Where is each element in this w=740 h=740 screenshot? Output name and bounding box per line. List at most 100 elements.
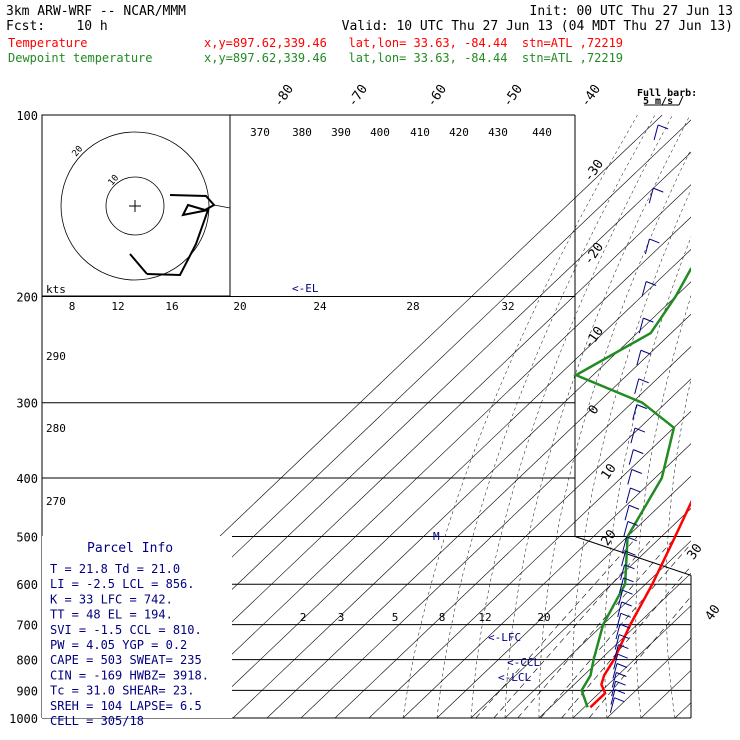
wind-barb-flag (653, 187, 664, 193)
wind-barb-flag (617, 653, 628, 659)
dry-adiabat (724, 115, 740, 718)
dry-adiabat (695, 115, 740, 718)
theta-label: 370 (250, 126, 270, 139)
parcel-info-title: Parcel Info (87, 541, 173, 556)
parcel-info-panel: Parcel Info T = 21.8 Td = 21.0LI = -2.5 … (42, 536, 232, 728)
temperature-profile (589, 499, 691, 709)
mixing-ratio-label: 20 (537, 611, 550, 624)
isotherm-line (572, 605, 691, 718)
wind-barb (632, 404, 638, 420)
wind-barb (609, 697, 615, 713)
wind-barb-flag (620, 612, 631, 618)
hodograph-inset: 10 20 kts (41, 114, 231, 297)
pressure-tick-label: 400 (16, 472, 38, 486)
wind-barb (611, 681, 617, 697)
pressure-tick-label: 100 (16, 109, 38, 123)
mixing-ratio-line (493, 536, 655, 718)
dry-adiabat (572, 188, 691, 718)
wind-barb-flag (643, 317, 654, 323)
dry-adiabat (436, 115, 656, 718)
dry-adiabat (504, 115, 691, 718)
mixing-ratio-line (540, 543, 691, 718)
mixing-ratio-label: 8 (439, 611, 446, 624)
full-barb-label: Full barb: (637, 88, 697, 99)
pressure-tick-label: 600 (16, 578, 38, 592)
parcel-info-row: T = 21.8 Td = 21.0 (50, 562, 180, 576)
valid-time: Valid: 10 UTC Thu 27 Jun 13 (04 MDT Thu … (342, 19, 733, 34)
isotherm-line (232, 281, 691, 718)
pressure-tick-label: 300 (16, 397, 38, 411)
wind-barb-flag (634, 427, 646, 433)
wind-barb (619, 577, 624, 593)
theta-label: 420 (449, 126, 469, 139)
wind-barb (613, 644, 619, 660)
parcel-info-row: PW = 4.05 YGP = 0.2 (50, 638, 187, 652)
isotherm-label: 10 (598, 461, 619, 482)
kts-label: kts (46, 283, 66, 296)
marker-m: M (433, 530, 440, 543)
upper-mixing-label: 8 (69, 300, 76, 313)
mixing-ratio-label: 3 (338, 611, 345, 624)
upper-mixing-label: 12 (111, 300, 124, 313)
wind-barb (636, 350, 642, 366)
isotherm-line (674, 702, 691, 718)
upper-mixing-label: 28 (406, 300, 419, 313)
wind-barb (611, 672, 617, 688)
mixing-ratio-line (475, 536, 638, 718)
isotherm-line (402, 443, 691, 718)
theta-label: 410 (410, 126, 430, 139)
wind-barb (618, 590, 624, 606)
isotherm-label: -80 (271, 82, 297, 110)
wind-barb (638, 317, 644, 334)
marker-lfc: <-LFC (488, 631, 521, 644)
wind-barb-flag (615, 680, 626, 686)
isotherm-label: 20 (598, 527, 619, 548)
isotherm-line (606, 637, 691, 718)
wind-barb-flag (631, 469, 642, 474)
wind-barb-flag (649, 238, 660, 244)
dry-adiabat (665, 377, 691, 718)
wind-barb-flag (633, 449, 644, 455)
theta-label: 400 (370, 126, 390, 139)
wind-barb-flag (626, 536, 637, 542)
isotherm-label: -30 (581, 157, 607, 185)
wind-barb-flag (618, 634, 630, 640)
wind-barb (613, 654, 619, 670)
parcel-info-row: CIN = -169 HWBZ= 3918. (50, 668, 209, 682)
wind-barb (644, 238, 650, 255)
wind-barb (615, 624, 621, 640)
parcel-info-row: K = 33 LFC = 742. (50, 592, 173, 606)
wind-barb-flag (645, 281, 657, 286)
isotherm-line (300, 346, 691, 718)
wind-barb (612, 663, 618, 679)
wind-barb-flag (623, 577, 634, 583)
upper-mixing-label: 24 (313, 300, 327, 313)
dewpoint-profile (573, 267, 691, 708)
isotherm-line (538, 572, 691, 718)
isotherm-line (436, 475, 691, 718)
wind-barb (622, 536, 628, 552)
wind-barb-flag (614, 689, 626, 695)
wind-barb (621, 551, 627, 567)
wind-barb (648, 187, 654, 204)
mixing-ratio-line (561, 565, 691, 718)
wind-barb-flag (616, 663, 628, 668)
theta-label: 390 (331, 126, 351, 139)
isotherm-line (709, 115, 740, 718)
theta-left-label: 290 (46, 350, 66, 363)
isotherm-label: 0 (586, 402, 603, 417)
wind-barb-flag (625, 550, 636, 556)
theta-label: 380 (292, 126, 312, 139)
theta-left-label: 270 (46, 495, 66, 508)
wind-barb (627, 469, 633, 485)
wind-barb-flag (640, 349, 652, 355)
wind-barb-flag (624, 564, 635, 570)
isotherm-label: -40 (578, 82, 604, 110)
wind-barb (653, 124, 659, 141)
isotherm-label: 40 (702, 602, 723, 623)
legend-temperature: Temperature (8, 36, 87, 50)
pressure-tick-label: 200 (16, 291, 38, 305)
isotherm-line (198, 249, 691, 718)
legend-dewpoint-info: x,y=897.62,339.46 lat,lon= 33.63, -84.44… (204, 51, 623, 65)
pressure-tick-label: 500 (16, 530, 38, 544)
